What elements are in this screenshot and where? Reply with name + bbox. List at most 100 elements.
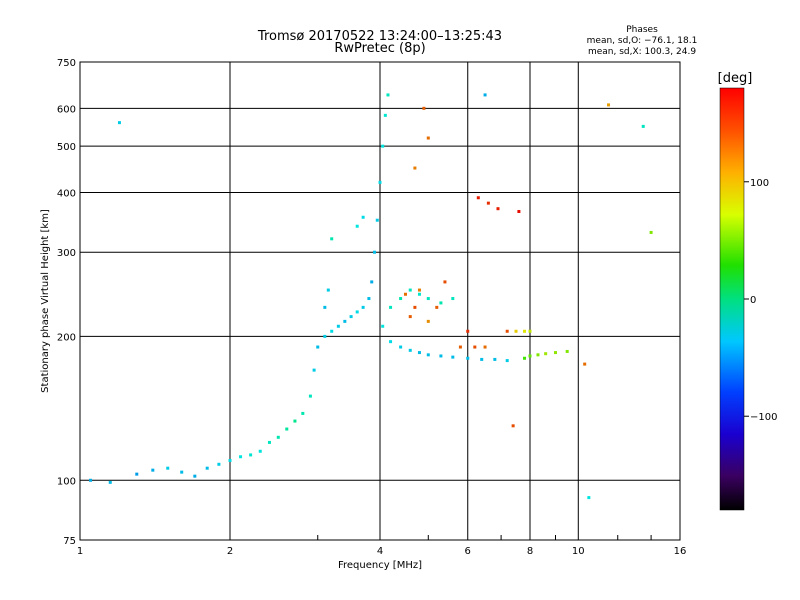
data-point [476,196,480,200]
x-axis-label: Frequency [MHz] [338,560,422,571]
data-point [523,356,527,360]
x-tick-label: 10 [572,546,585,557]
data-point [378,180,382,184]
data-point [355,224,359,228]
data-point [466,356,470,360]
data-point [205,466,209,470]
data-point [587,496,591,500]
phases-header: Phases [626,25,658,35]
y-axis-label: Stationary phase Virtual Height [km] [40,209,51,393]
data-point [553,351,557,355]
data-point [308,394,312,398]
data-point [293,419,297,423]
data-point [607,103,611,107]
x-axis-ticks: 1 2 4 6 8 10 16 [77,535,686,557]
data-point [496,207,500,211]
data-point [493,357,497,361]
data-point [180,470,184,474]
colorbar-ticks: 100 0 −100 [744,178,777,423]
data-point [166,466,170,470]
y-tick-label: 500 [57,142,76,153]
data-point [361,215,365,219]
data-point [583,362,587,366]
data-point [330,237,334,241]
data-point [413,166,417,170]
data-point [480,357,484,361]
data-point [466,329,470,333]
data-point [417,288,421,292]
data-point [536,353,540,357]
grid-lines [80,62,680,540]
data-point [408,288,412,292]
data-point [389,340,393,344]
data-point [108,480,112,484]
data-point [249,453,253,457]
data-point [312,368,316,372]
data-point [151,468,155,472]
data-point [193,474,197,478]
data-point [367,297,371,301]
data-point [439,301,443,305]
data-point [389,305,393,309]
data-point [276,435,280,439]
data-point [326,288,330,292]
data-point [451,355,455,359]
data-point [373,250,377,254]
data-point [355,310,359,314]
data-point [381,144,385,148]
data-point [426,297,430,301]
data-point [511,424,515,428]
data-point [301,411,305,415]
y-axis-ticks: 75 100 200 300 400 500 600 750 [57,58,76,547]
y-tick-label: 100 [57,476,76,487]
data-point [483,345,487,349]
data-point [361,305,365,309]
data-point [417,292,421,296]
phases-stats-o: mean, sd,O: −76.1, 18.1 [587,36,698,46]
data-point [399,345,403,349]
data-point [239,455,243,459]
data-point [426,319,430,323]
data-point [458,345,462,349]
data-point [399,297,403,301]
data-point [514,329,518,333]
y-tick-label: 600 [57,104,76,115]
data-point [523,329,527,333]
data-point [258,449,262,453]
data-point [370,280,374,284]
y-tick-label: 200 [57,332,76,343]
x-tick-label: 1 [77,546,83,557]
data-point [426,136,430,140]
colorbar-label: [deg] [718,71,753,86]
colorbar [719,87,745,511]
x-tick-label: 6 [465,546,471,557]
data-point [375,218,379,222]
data-point [426,353,430,357]
data-point [135,472,139,476]
data-point [381,324,385,328]
data-point [505,359,509,363]
data-point [486,201,490,205]
data-point [505,329,509,333]
phases-stats-x: mean, sd,X: 100.3, 24.9 [588,47,696,57]
data-point [528,329,532,333]
y-tick-label: 750 [57,58,76,69]
chart-title: Tromsø 20170522 13:24:00–13:25:43 [257,29,502,44]
data-point [413,305,417,309]
data-point [285,427,289,431]
data-point [89,478,93,482]
colorbar-tick-label: −100 [750,412,777,423]
data-point [649,230,653,234]
data-point [544,352,548,356]
data-point [349,315,353,319]
data-point [343,319,347,323]
data-point [217,462,221,466]
data-point [228,458,232,462]
chart-subtitle: RwPretec (8p) [334,41,425,56]
data-point [473,345,477,349]
data-point [408,348,412,352]
data-point [528,354,532,358]
data-point [483,93,487,97]
x-tick-label: 4 [377,546,383,557]
